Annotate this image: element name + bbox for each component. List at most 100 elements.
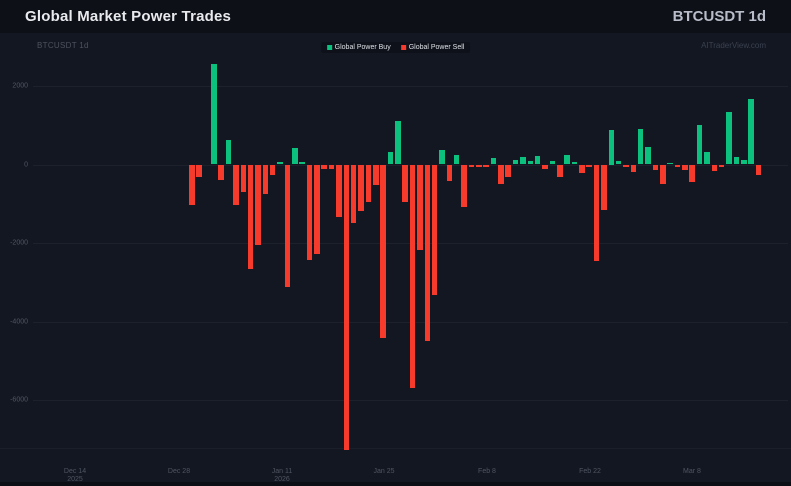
- sell-bar: [306, 165, 313, 261]
- y-axis-tick-label: -4000: [10, 318, 28, 325]
- sell-bar: [674, 165, 681, 167]
- header-bar: Global Market Power Trades BTCUSDT 1d: [0, 0, 791, 33]
- sell-bar: [233, 165, 239, 206]
- buy-bar: [292, 147, 298, 165]
- sell-bar: [402, 165, 408, 203]
- sell-bar: [365, 165, 372, 203]
- y-axis-tick-label: -6000: [10, 396, 28, 404]
- sell-bar: [755, 165, 762, 175]
- sell-bar: [255, 165, 261, 246]
- buy-bar: [453, 155, 460, 165]
- legend-swatch-icon: [400, 45, 406, 50]
- buy-bar: [571, 161, 578, 165]
- sell-bar: [601, 165, 607, 211]
- buy-bar: [277, 161, 283, 165]
- sell-bar: [476, 165, 482, 167]
- sell-bar: [350, 165, 357, 224]
- sell-bar: [593, 165, 600, 261]
- buy-bar: [726, 112, 732, 165]
- sell-bar: [652, 165, 659, 170]
- sell-bar: [328, 165, 335, 169]
- buy-bar: [512, 160, 519, 165]
- sell-bar: [623, 165, 629, 168]
- sell-bar: [446, 165, 453, 182]
- x-axis-separator: [0, 448, 791, 449]
- sell-bar: [579, 165, 585, 174]
- sell-bar: [468, 165, 475, 168]
- sell-bar: [483, 165, 489, 168]
- y-axis-tick-label: -2000: [10, 239, 28, 247]
- legend-item[interactable]: Global Power Sell: [400, 44, 465, 51]
- buy-bar: [645, 146, 651, 165]
- legend-item[interactable]: Global Power Buy: [326, 44, 391, 51]
- x-axis-tick-label: Feb 22: [579, 468, 601, 475]
- sell-bar: [660, 165, 666, 184]
- sell-bar: [321, 165, 327, 169]
- buy-bar: [490, 158, 497, 165]
- sell-bar: [196, 165, 202, 178]
- chart-watermark-symbol: BTCUSDT 1d: [37, 41, 89, 50]
- sell-bar: [711, 165, 718, 172]
- buy-bar: [748, 98, 754, 165]
- x-axis-tick-label: Jan 25: [373, 468, 395, 475]
- buy-bar: [211, 63, 217, 165]
- sell-bar: [218, 165, 224, 181]
- sell-bar: [336, 165, 342, 217]
- sell-bar: [586, 165, 592, 168]
- gridline: [33, 86, 788, 87]
- x-axis-tick-label: Jan 11 2026: [271, 468, 293, 483]
- sell-bar: [240, 165, 247, 193]
- buy-bar: [696, 125, 703, 165]
- chart-area: BTCUSDT 1d AITraderView.com Global Power…: [0, 33, 791, 486]
- sell-bar: [417, 165, 423, 251]
- sell-bar: [314, 165, 320, 254]
- sell-bar: [262, 165, 269, 194]
- page-title: Global Market Power Trades: [25, 8, 232, 25]
- sell-bar: [557, 165, 563, 178]
- sell-bar: [189, 165, 195, 206]
- x-axis-tick-label: Dec 28: [167, 468, 191, 475]
- sell-bar: [247, 165, 254, 269]
- buy-bar: [733, 157, 740, 165]
- chart-legend: Global Power Buy Global Power Sell: [320, 42, 471, 53]
- sell-bar: [269, 165, 276, 176]
- legend-label: Global Power Sell: [408, 44, 465, 51]
- sell-bar: [431, 165, 438, 296]
- y-axis-tick-label: 2000: [12, 82, 28, 90]
- header-symbol-timeframe: BTCUSDT 1d: [672, 8, 766, 25]
- x-axis-tick-label: Feb 8: [478, 468, 496, 475]
- gridline: [33, 400, 788, 401]
- sell-bar: [542, 165, 548, 169]
- sell-bar: [373, 165, 379, 186]
- buy-bar: [615, 160, 622, 165]
- sell-bar: [424, 165, 431, 341]
- sell-bar: [358, 165, 364, 211]
- buy-bar: [741, 160, 747, 165]
- x-axis-tick-label: Mar 8: [683, 468, 701, 475]
- buy-bar: [608, 130, 615, 165]
- legend-label: Global Power Buy: [334, 44, 391, 51]
- buy-bar: [637, 129, 644, 165]
- buy-bar: [534, 156, 541, 165]
- buy-bar: [549, 160, 556, 165]
- buy-bar: [439, 149, 445, 165]
- sell-bar: [461, 165, 467, 207]
- sell-bar: [498, 165, 504, 184]
- buy-bar: [395, 120, 401, 165]
- sell-bar: [682, 165, 688, 170]
- footer-strip: [0, 482, 791, 486]
- chart-watermark-site: AITraderView.com: [701, 41, 766, 50]
- x-axis-tick-label: Dec 14 2025: [63, 468, 87, 483]
- y-axis-tick-label: 0: [24, 161, 28, 168]
- buy-bar: [299, 161, 305, 165]
- buy-bar: [527, 161, 534, 165]
- sell-bar: [284, 165, 291, 287]
- buy-bar: [225, 140, 232, 165]
- sell-bar: [630, 165, 637, 173]
- buy-bar: [564, 155, 570, 165]
- legend-swatch-icon: [326, 45, 332, 50]
- sell-bar: [343, 165, 350, 450]
- sell-bar: [380, 165, 386, 339]
- buy-bar: [667, 162, 673, 165]
- buy-bar: [520, 157, 526, 165]
